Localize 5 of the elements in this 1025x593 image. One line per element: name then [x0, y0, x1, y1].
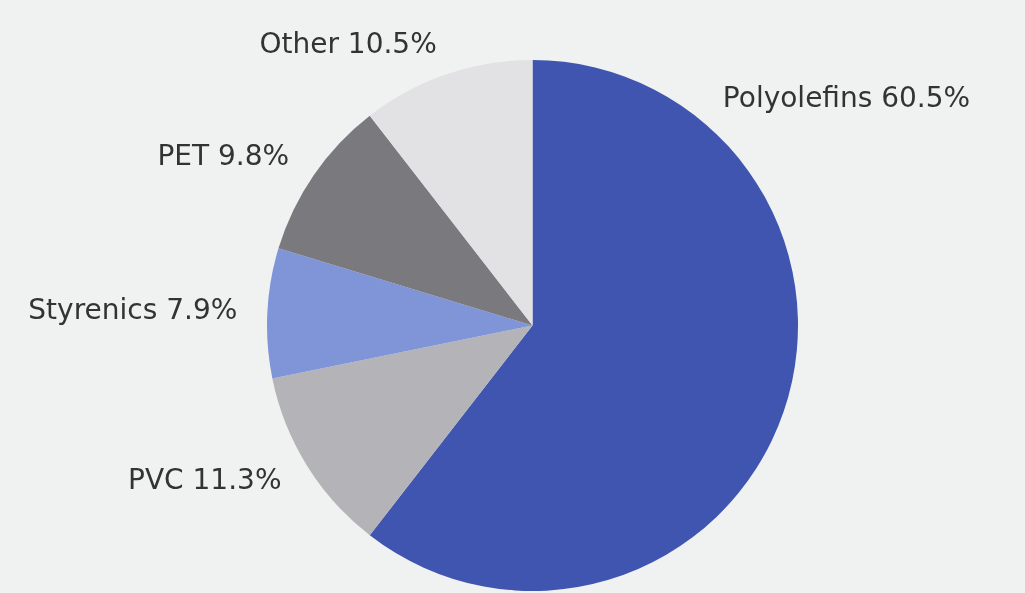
slice-label: PVC 11.3% [128, 462, 282, 496]
slice-label: Other 10.5% [259, 27, 437, 61]
slice-label: Styrenics 7.9% [28, 292, 238, 326]
slice-label: PET 9.8% [157, 139, 290, 173]
slice-label: Polyolefins 60.5% [722, 80, 971, 114]
